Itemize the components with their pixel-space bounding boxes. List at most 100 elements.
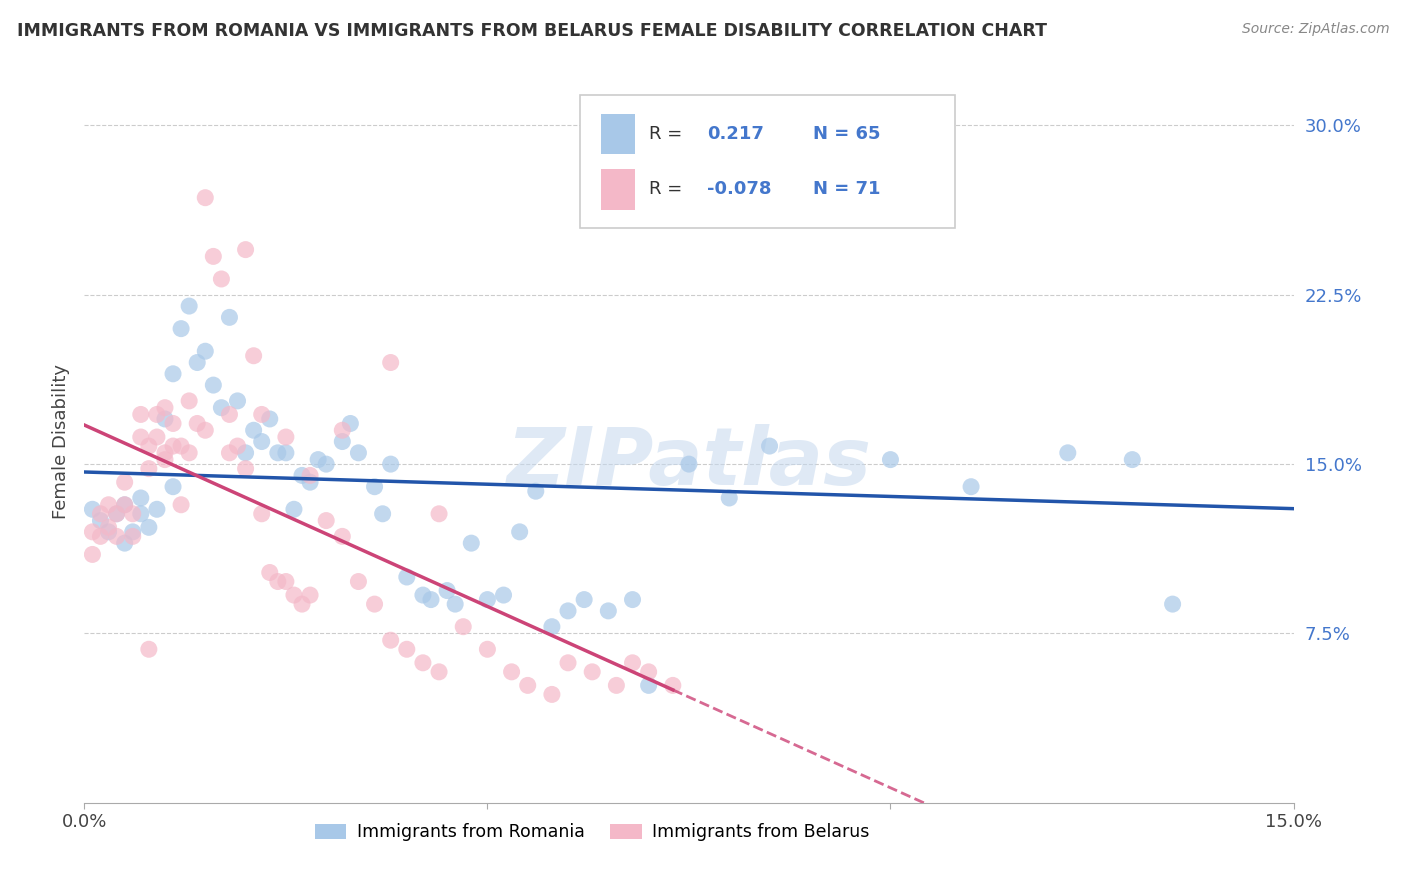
Point (105, 529, 128, 543)
Point (194, 344, 217, 359)
Point (330, 434, 353, 449)
Point (267, 574, 290, 589)
Point (315, 457, 337, 471)
Bar (600, 113, 634, 154)
Point (129, 491, 152, 505)
Point (170, 439, 193, 453)
Point (598, 604, 620, 618)
Point (637, 678, 659, 692)
Point (274, 430, 297, 444)
Text: R =: R = (650, 180, 688, 198)
Point (146, 502, 169, 516)
Bar (600, 169, 634, 210)
Point (202, 249, 225, 263)
Point (621, 656, 644, 670)
Point (250, 434, 273, 449)
Point (492, 588, 515, 602)
Point (186, 417, 208, 431)
Point (186, 355, 208, 369)
Point (427, 507, 450, 521)
Point (162, 367, 184, 381)
Point (153, 412, 176, 426)
Point (105, 507, 128, 521)
Point (153, 452, 176, 467)
Point (89, 529, 111, 543)
Point (179, 299, 201, 313)
Point (347, 446, 370, 460)
Point (330, 423, 353, 437)
Point (153, 401, 176, 415)
Point (621, 592, 644, 607)
Text: R =: R = (650, 125, 688, 143)
Point (170, 498, 193, 512)
Point (121, 507, 143, 521)
Point (572, 592, 595, 607)
Point (879, 452, 901, 467)
Point (960, 480, 983, 494)
Point (97, 498, 120, 512)
Point (105, 507, 128, 521)
Point (82, 502, 104, 516)
Point (146, 408, 169, 422)
Point (89, 514, 111, 528)
Text: -0.078: -0.078 (707, 180, 772, 198)
Point (114, 498, 136, 512)
Point (259, 566, 281, 580)
Point (235, 461, 257, 475)
Point (380, 457, 402, 471)
Point (299, 468, 322, 483)
Point (1056, 446, 1078, 460)
Point (395, 642, 418, 657)
Point (170, 321, 193, 335)
Point (477, 592, 499, 607)
Point (218, 408, 240, 422)
Point (427, 665, 450, 679)
Point (250, 507, 273, 521)
Point (363, 480, 385, 494)
Point (138, 439, 160, 453)
Point (541, 620, 564, 634)
Point (307, 452, 329, 467)
Point (299, 588, 322, 602)
Point (758, 439, 780, 453)
Point (274, 574, 297, 589)
Point (202, 378, 225, 392)
Point (678, 457, 700, 471)
Point (138, 642, 160, 657)
Point (162, 439, 184, 453)
Point (339, 417, 361, 431)
Point (114, 475, 136, 490)
Point (581, 665, 603, 679)
Point (412, 588, 434, 602)
Point (605, 678, 627, 692)
Point (267, 446, 290, 460)
Point (194, 423, 217, 437)
Point (179, 446, 201, 460)
Point (114, 498, 136, 512)
Point (509, 524, 531, 539)
Y-axis label: Female Disability: Female Disability (52, 364, 70, 519)
Point (330, 529, 353, 543)
Point (477, 642, 499, 657)
Point (218, 310, 240, 325)
Point (363, 597, 385, 611)
Point (662, 678, 685, 692)
Point (412, 656, 434, 670)
Point (718, 491, 741, 505)
Point (129, 408, 152, 422)
Point (250, 408, 273, 422)
Point (436, 583, 458, 598)
Point (179, 393, 201, 408)
Point (121, 524, 143, 539)
Point (194, 191, 217, 205)
Point (162, 417, 184, 431)
Point (380, 355, 402, 369)
Point (283, 588, 305, 602)
Point (299, 475, 322, 490)
Point (242, 349, 264, 363)
Legend: Immigrants from Romania, Immigrants from Belarus: Immigrants from Romania, Immigrants from… (308, 816, 876, 848)
Point (1161, 597, 1184, 611)
Point (315, 514, 337, 528)
Point (97, 520, 120, 534)
Point (839, 119, 862, 133)
